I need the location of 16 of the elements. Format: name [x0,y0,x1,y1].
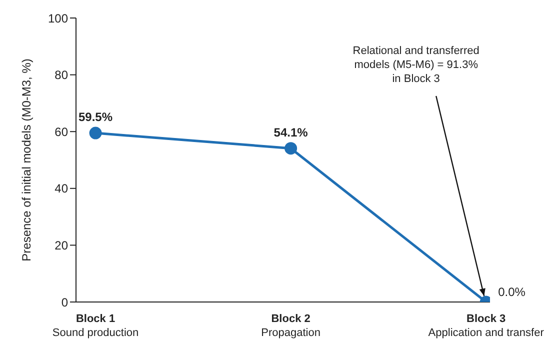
point [89,126,102,140]
data-label: 59.5% [78,110,113,124]
y-tick-label: 0 [61,295,68,310]
data-label: 54.1% [274,125,308,140]
y-tick-label: 100 [48,11,68,26]
x-tick-label: Block 2 Propagation [261,313,320,339]
y-tick-label: 60 [54,124,68,139]
point [284,142,298,155]
data-label: 0.0% [498,285,526,299]
y-tick-label: 40 [54,182,68,196]
annotation: Relational and transferred models (M5-M6) = 91.3% in Block 3 [352,45,480,85]
x-tick-label: Block 3 Application and transfer [428,313,544,339]
y-axis-title: Presence of initial models (M0-M3, %) [19,58,34,262]
x-tick-label: Block 1 Sound production [52,313,139,339]
y-tick-label: 80 [54,68,68,82]
y-tick-label: 20 [54,238,68,252]
